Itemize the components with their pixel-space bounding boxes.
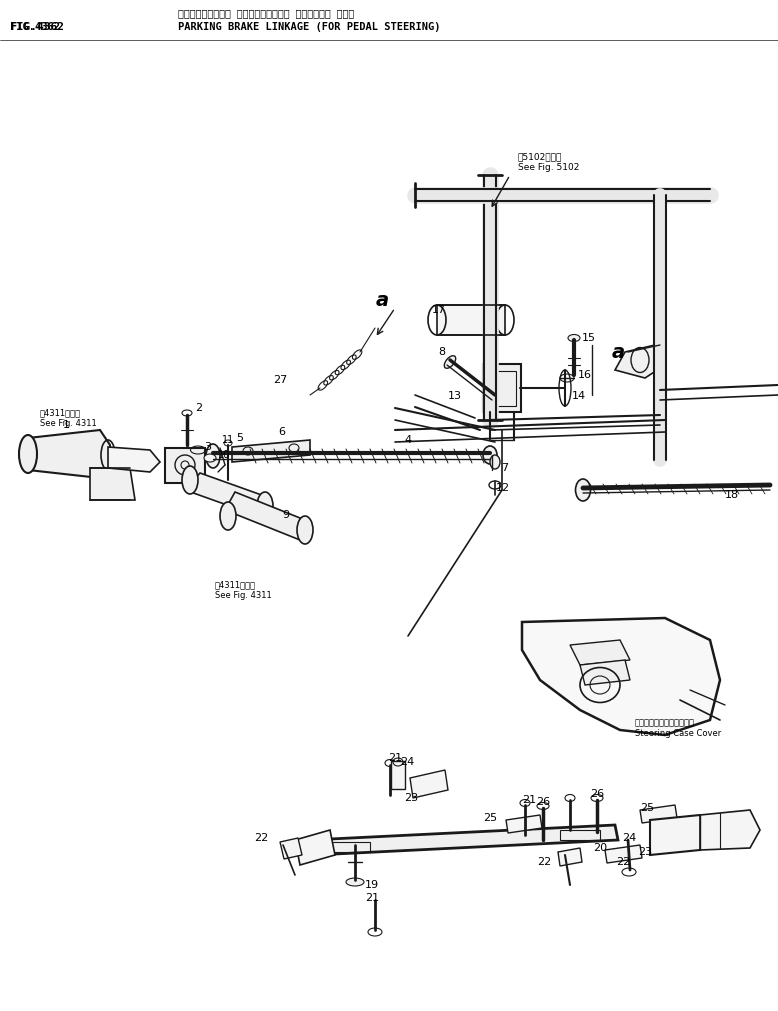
- Text: 23: 23: [404, 793, 418, 803]
- Text: 4: 4: [405, 435, 412, 445]
- Text: 21: 21: [522, 795, 536, 805]
- Text: 3: 3: [204, 442, 211, 452]
- Ellipse shape: [490, 455, 500, 469]
- Text: 13: 13: [448, 391, 462, 401]
- Bar: [483, 364, 521, 412]
- Polygon shape: [605, 845, 642, 863]
- Polygon shape: [225, 492, 310, 540]
- Text: 11: 11: [222, 435, 234, 445]
- Ellipse shape: [346, 878, 364, 886]
- Text: 17: 17: [432, 305, 446, 315]
- Text: ステアリングケースカバー: ステアリングケースカバー: [635, 718, 695, 727]
- Text: 26: 26: [536, 797, 550, 807]
- Polygon shape: [650, 815, 710, 855]
- Text: 26: 26: [590, 789, 605, 799]
- Text: 笥4311図参照: 笥4311図参照: [40, 408, 81, 417]
- Text: 24: 24: [622, 833, 636, 843]
- Text: 2: 2: [195, 403, 202, 413]
- Polygon shape: [558, 848, 582, 866]
- Ellipse shape: [257, 492, 273, 520]
- Polygon shape: [506, 815, 542, 833]
- Text: 1: 1: [63, 420, 70, 430]
- Text: 22: 22: [616, 857, 630, 867]
- Text: 9: 9: [282, 510, 289, 520]
- Text: See Fig. 4311: See Fig. 4311: [215, 591, 272, 600]
- Text: 22: 22: [254, 833, 268, 843]
- Text: 6: 6: [278, 427, 285, 437]
- Text: FIG.4362: FIG.4362: [10, 22, 64, 32]
- Text: 14: 14: [572, 391, 586, 401]
- Text: 27: 27: [273, 375, 287, 385]
- Text: 23: 23: [638, 847, 652, 857]
- Bar: [330, 842, 370, 852]
- Ellipse shape: [297, 516, 313, 544]
- Polygon shape: [437, 305, 505, 335]
- Polygon shape: [28, 430, 110, 478]
- Ellipse shape: [444, 356, 456, 368]
- Text: Steering Case Cover: Steering Case Cover: [635, 729, 721, 738]
- Text: a: a: [376, 290, 388, 309]
- Bar: [488, 370, 516, 405]
- Polygon shape: [295, 830, 335, 865]
- Text: a: a: [612, 343, 625, 362]
- Text: 18: 18: [725, 490, 739, 500]
- Text: 笥5102図参照: 笥5102図参照: [518, 152, 562, 161]
- Text: 16: 16: [578, 370, 592, 380]
- Text: 19: 19: [365, 880, 379, 890]
- Text: 24: 24: [400, 757, 414, 767]
- Polygon shape: [310, 825, 618, 855]
- Ellipse shape: [206, 444, 220, 468]
- Bar: [165, 448, 205, 482]
- Text: 25: 25: [483, 813, 497, 823]
- Ellipse shape: [220, 502, 236, 530]
- Text: 12: 12: [496, 483, 510, 493]
- Polygon shape: [90, 468, 135, 500]
- Polygon shape: [522, 618, 720, 735]
- Polygon shape: [185, 473, 270, 515]
- Polygon shape: [700, 810, 760, 850]
- Polygon shape: [615, 345, 665, 378]
- Ellipse shape: [483, 446, 497, 464]
- Text: 7: 7: [501, 463, 508, 473]
- Ellipse shape: [576, 479, 591, 501]
- Text: See Fig. 5102: See Fig. 5102: [518, 163, 580, 172]
- Text: 10: 10: [218, 450, 230, 460]
- Text: パーキングブレーキ リンケージ（ペダル ステアリング ヨウ）: パーキングブレーキ リンケージ（ペダル ステアリング ヨウ）: [178, 8, 354, 18]
- Text: PARKING BRAKE LINKAGE (FOR PEDAL STEERING): PARKING BRAKE LINKAGE (FOR PEDAL STEERIN…: [178, 22, 440, 32]
- Polygon shape: [570, 640, 630, 665]
- Text: See Fig. 4311: See Fig. 4311: [40, 419, 96, 428]
- Text: 8: 8: [438, 347, 445, 357]
- Polygon shape: [280, 838, 302, 859]
- Polygon shape: [232, 440, 310, 462]
- Polygon shape: [410, 770, 448, 798]
- Text: 21: 21: [365, 893, 379, 903]
- Ellipse shape: [19, 435, 37, 473]
- Ellipse shape: [204, 454, 216, 462]
- Bar: [391, 761, 405, 789]
- Text: 21: 21: [388, 753, 402, 763]
- Text: 笥4311図参照: 笥4311図参照: [215, 580, 256, 589]
- Text: 5: 5: [236, 433, 243, 443]
- Text: 15: 15: [582, 333, 596, 343]
- Bar: [560, 830, 600, 840]
- Text: 25: 25: [640, 803, 654, 813]
- Polygon shape: [640, 805, 677, 823]
- Ellipse shape: [568, 335, 580, 342]
- Ellipse shape: [182, 466, 198, 494]
- Polygon shape: [580, 660, 630, 685]
- Polygon shape: [108, 447, 160, 472]
- Text: 20: 20: [593, 843, 607, 853]
- Text: FIG.4362: FIG.4362: [10, 22, 60, 32]
- Text: 22: 22: [537, 857, 551, 867]
